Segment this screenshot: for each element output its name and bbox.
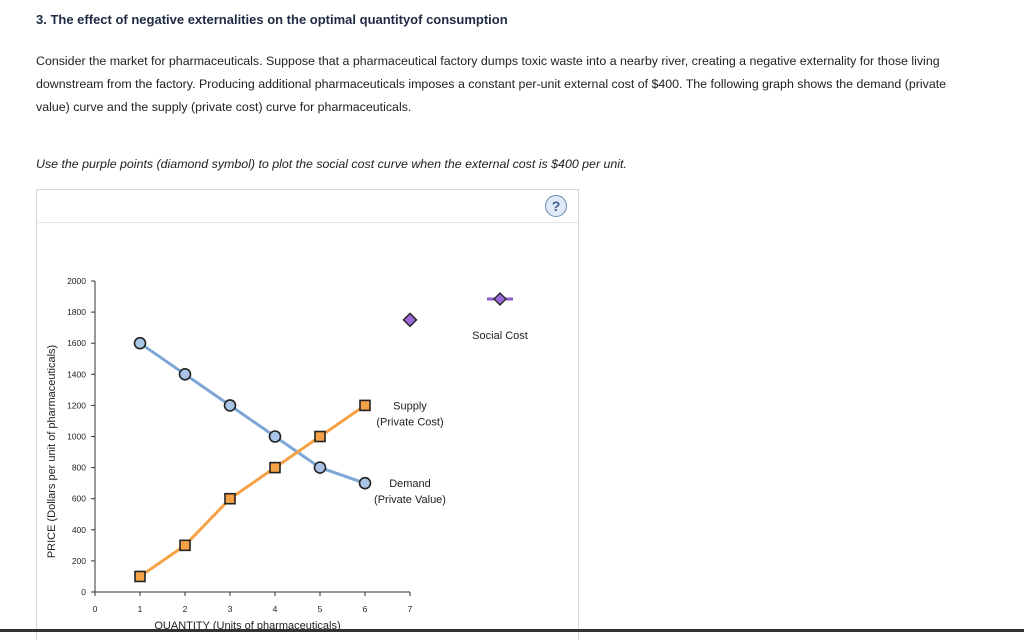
- y-tick-label: 1800: [67, 307, 86, 317]
- supply-point: [314, 430, 326, 443]
- y-tick-label: 200: [72, 556, 86, 566]
- y-tick-label: 2000: [67, 276, 86, 286]
- demand-point: [313, 461, 327, 474]
- supply-point: [179, 539, 191, 552]
- x-tick-label: 4: [273, 604, 278, 614]
- x-tick-label: 0: [93, 604, 98, 614]
- supply-point: [269, 461, 281, 474]
- question-intro: Consider the market for pharmaceuticals.…: [36, 54, 947, 114]
- y-tick-label: 0: [81, 587, 86, 597]
- x-tick-label: 3: [228, 604, 233, 614]
- demand-point: [178, 367, 192, 381]
- demand-point: [268, 430, 282, 443]
- graph-panel: ?: [36, 189, 579, 640]
- supply-point: [224, 492, 236, 505]
- demand-point: [223, 399, 237, 412]
- social-cost-tool-icon[interactable]: [493, 292, 507, 306]
- supply-point: [359, 399, 371, 412]
- question-title: 3. The effect of negative externalities …: [36, 12, 508, 27]
- panel-divider: [37, 222, 578, 223]
- help-button[interactable]: ?: [545, 195, 567, 217]
- x-tick-label: 2: [183, 604, 188, 614]
- demand-curve-label: Demand: [389, 478, 431, 490]
- demand-curve-label: (Private Value): [374, 494, 446, 506]
- bottom-divider: [0, 629, 1024, 632]
- x-tick-label: 7: [408, 604, 413, 614]
- x-tick-label: 5: [318, 604, 323, 614]
- question-instruction: Use the purple points (diamond symbol) t…: [36, 157, 627, 171]
- x-tick-label: 1: [138, 604, 143, 614]
- y-axis-title: PRICE (Dollars per unit of pharmaceutica…: [46, 345, 58, 558]
- social-cost-tool-label: Social Cost: [472, 330, 528, 342]
- y-tick-label: 600: [72, 494, 86, 504]
- social-cost-point: [402, 312, 418, 328]
- y-tick-label: 800: [72, 463, 86, 473]
- y-tick-label: 1600: [67, 338, 86, 348]
- supply-curve-label: Supply: [393, 400, 427, 412]
- y-tick-label: 1200: [67, 400, 86, 410]
- y-tick-label: 1400: [67, 369, 86, 379]
- demand-point: [358, 476, 372, 490]
- supply-curve: [139, 404, 366, 578]
- demand-curve: [139, 341, 366, 485]
- y-tick-label: 400: [72, 525, 86, 535]
- supply-curve-label: (Private Cost): [376, 416, 443, 428]
- x-tick-label: 6: [363, 604, 368, 614]
- supply-point: [134, 570, 146, 583]
- demand-point: [133, 336, 147, 350]
- y-tick-label: 1000: [67, 432, 86, 442]
